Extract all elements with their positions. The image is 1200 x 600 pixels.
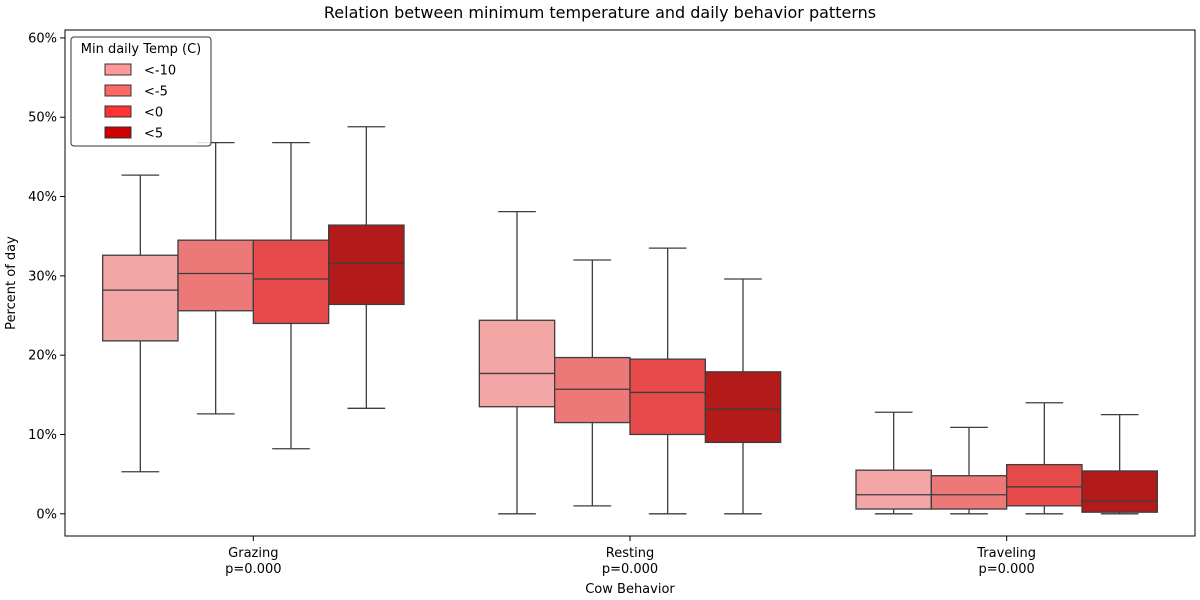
x-tick-label: Resting [606, 546, 654, 561]
y-tick-label: 60% [28, 31, 57, 46]
legend-entries: <-10 <-5 <0 <5 [104, 63, 176, 142]
legend-label: <5 [144, 127, 163, 142]
legend-swatch [104, 63, 132, 76]
x-axis: Grazingp=0.000Restingp=0.000Travelingp=0… [225, 536, 1036, 577]
legend-label: <0 [144, 106, 163, 121]
box-group [328, 126, 405, 409]
x-tick-sublabel: p=0.000 [602, 562, 658, 577]
box-group [930, 426, 1008, 515]
box [554, 356, 631, 424]
box [478, 319, 556, 408]
box-group [177, 141, 254, 415]
box [252, 239, 330, 325]
legend-swatch [104, 126, 132, 139]
box [855, 469, 932, 510]
box [704, 371, 782, 444]
box-group [102, 174, 179, 473]
legend-title: Min daily Temp (C) [81, 42, 201, 57]
box-group [554, 259, 631, 507]
y-tick-label: 40% [28, 190, 57, 205]
legend: Min daily Temp (C) <-10 <-5 <0 <5 [70, 36, 212, 147]
y-axis: 0% 10% 20% 30% 40% 50% 60% [28, 31, 65, 522]
box [177, 239, 254, 312]
box [328, 224, 405, 306]
y-tick-label: 20% [28, 349, 57, 364]
box-group [1081, 414, 1158, 515]
box-group [855, 411, 932, 515]
y-tick-label: 30% [28, 269, 57, 284]
box [1081, 470, 1158, 513]
x-axis-label: Cow Behavior [585, 582, 675, 597]
box-group [252, 141, 330, 450]
x-tick-label: Traveling [976, 546, 1036, 561]
box [1006, 463, 1083, 507]
box-group [629, 247, 706, 515]
box-plots [102, 126, 1158, 515]
box-group [478, 210, 556, 515]
x-tick-sublabel: p=0.000 [225, 562, 281, 577]
legend-swatch [104, 84, 132, 97]
y-tick-label: 0% [36, 507, 57, 522]
box [102, 254, 179, 342]
legend-swatch [104, 105, 132, 118]
x-tick-label: Grazing [228, 546, 278, 561]
box-group [1006, 402, 1083, 515]
chart-title: Relation between minimum temperature and… [324, 3, 876, 22]
legend-label: <-5 [144, 85, 168, 100]
legend-label: <-10 [144, 64, 176, 79]
box [629, 358, 706, 436]
box-group [704, 278, 782, 515]
y-axis-label: Percent of day [4, 236, 19, 330]
x-tick-sublabel: p=0.000 [978, 562, 1034, 577]
y-tick-label: 10% [28, 428, 57, 443]
y-tick-label: 50% [28, 111, 57, 126]
box [930, 475, 1008, 510]
